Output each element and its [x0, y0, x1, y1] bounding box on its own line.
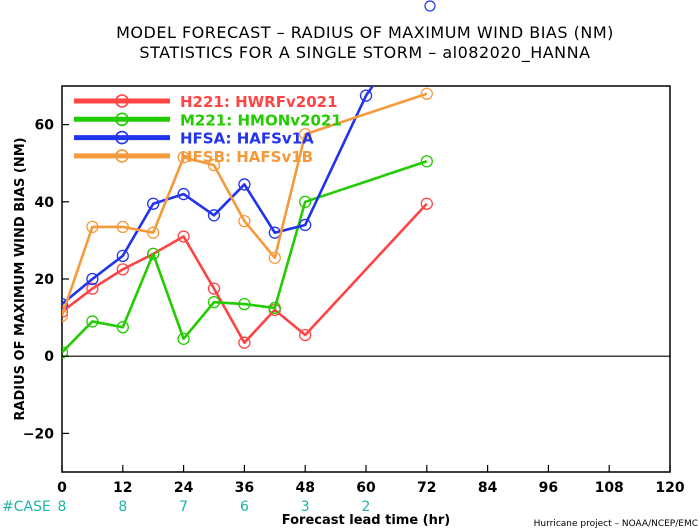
data-point-hfsb	[177, 151, 190, 164]
y-tick-label: 20	[35, 272, 55, 288]
legend-marker-hfsa	[115, 130, 129, 145]
y-tick-label: 40	[35, 195, 55, 211]
data-point-m221	[147, 247, 160, 261]
legend-marker-h221	[115, 94, 129, 108]
data-point-m221	[420, 155, 433, 168]
x-tick-label: 120	[655, 480, 684, 496]
data-point-hfsb	[147, 226, 160, 239]
legend-marker-m221	[115, 112, 129, 127]
data-point-h221	[238, 336, 251, 349]
y-tick-label: 0	[44, 349, 54, 365]
data-point-m221	[86, 315, 99, 328]
data-point-m221	[62, 346, 69, 359]
data-point-m221	[177, 332, 190, 345]
case-count: 6	[240, 499, 249, 515]
data-point-hfsa	[359, 89, 373, 102]
case-count: 8	[118, 499, 127, 515]
x-tick-label: 72	[417, 480, 436, 496]
footer-credit: Hurricane project – NOAA/NCEP/EMC	[534, 519, 698, 529]
y-tick-label: 60	[35, 118, 55, 134]
x-tick-label: 48	[295, 480, 314, 496]
data-point-hfsa	[62, 297, 69, 311]
case-label: #CASE	[2, 499, 51, 515]
data-point-h221	[62, 305, 69, 318]
legend-label-m221: M221: HMONv2021	[180, 111, 342, 129]
data-point-hfsb	[207, 158, 221, 172]
x-tick-label: 84	[478, 480, 498, 496]
series-line-hfsa	[62, 86, 375, 306]
data-point-m221	[116, 321, 129, 334]
legend-label-hfsa: HFSA: HAFSv1A	[180, 130, 314, 148]
data-point-hfsb	[268, 251, 281, 264]
y-tick-label: −20	[23, 426, 54, 442]
data-point-hfsb	[62, 309, 69, 322]
data-point-hfsa	[238, 178, 251, 191]
data-point-m221	[268, 301, 281, 315]
case-count: 2	[362, 499, 371, 515]
series-line-hfsb	[62, 92, 428, 317]
data-point-h221	[116, 263, 129, 276]
data-point-hfsb	[238, 214, 251, 228]
data-point-h221	[86, 282, 99, 295]
offscale-marker	[424, 0, 436, 12]
case-count: 3	[301, 499, 310, 515]
data-point-hfsa	[147, 197, 160, 210]
y-axis-label: RADIUS OF MAXIMUM WIND BIAS (NM)	[13, 137, 28, 420]
data-point-h221	[177, 230, 190, 243]
x-axis-label: Forecast lead time (hr)	[282, 513, 450, 528]
data-point-hfsb	[86, 220, 99, 234]
plot-area	[61, 85, 671, 473]
x-tick-label: 60	[356, 480, 376, 496]
data-point-hfsa	[207, 209, 221, 222]
data-point-hfsb	[420, 87, 433, 100]
data-point-hfsb	[116, 220, 129, 234]
x-tick-label: 96	[539, 480, 558, 496]
data-point-hfsa	[177, 187, 190, 201]
legend-marker-hfsb	[115, 149, 129, 163]
data-point-h221	[207, 282, 221, 295]
x-tick-label: 0	[57, 480, 67, 496]
data-point-hfsa	[86, 272, 99, 286]
x-tick-label: 12	[113, 480, 132, 496]
data-point-hfsa	[299, 218, 312, 232]
legend-label-hfsb: HFSB: HAFSv1B	[180, 148, 313, 166]
x-tick-label: 24	[174, 480, 194, 496]
series-line-h221	[62, 202, 428, 344]
data-point-m221	[207, 296, 221, 309]
chart-subtitle: STATISTICS FOR A SINGLE STORM – al082020…	[139, 43, 590, 63]
x-tick-label: 36	[235, 480, 254, 496]
data-point-hfsa	[421, 3, 432, 14]
series-line-m221	[62, 160, 428, 354]
x-tick-label: 108	[595, 480, 624, 496]
case-count: 8	[58, 499, 67, 515]
data-point-hfsb	[299, 128, 312, 141]
chart-title: MODEL FORECAST – RADIUS OF MAXIMUM WIND …	[116, 23, 614, 42]
data-point-h221	[420, 197, 433, 210]
data-point-hfsa	[116, 249, 129, 262]
data-point-m221	[299, 195, 312, 208]
legend-label-h221: H221: HWRFv2021	[180, 93, 338, 111]
data-point-h221	[299, 328, 312, 342]
case-count: 7	[179, 499, 188, 515]
data-point-m221	[238, 297, 251, 311]
